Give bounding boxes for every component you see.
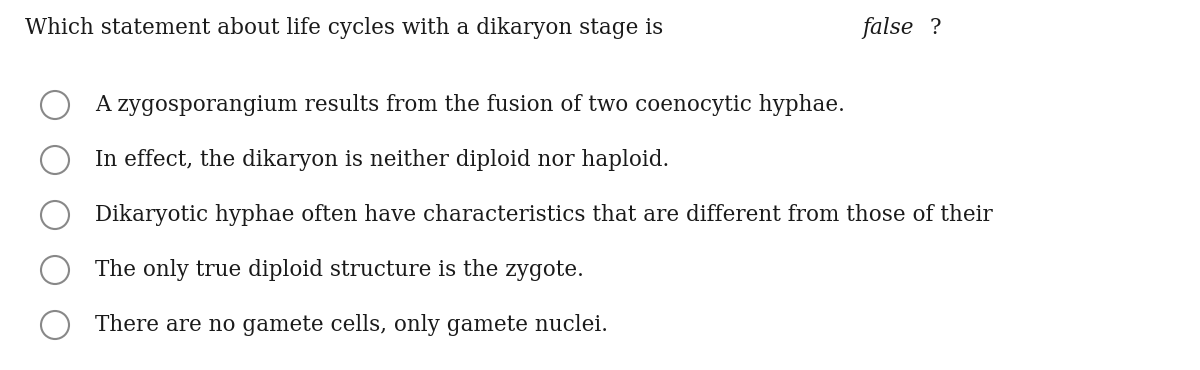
Text: Dikaryotic hyphae often have characteristics that are different from those of th: Dikaryotic hyphae often have characteris… <box>95 204 1000 226</box>
Text: Which statement about life cycles with a dikaryon stage is: Which statement about life cycles with a… <box>25 17 670 39</box>
Ellipse shape <box>41 146 70 174</box>
Text: There are no gamete cells, only gamete nuclei.: There are no gamete cells, only gamete n… <box>95 314 608 336</box>
Ellipse shape <box>41 201 70 229</box>
Text: In effect, the dikaryon is neither diploid nor haploid.: In effect, the dikaryon is neither diplo… <box>95 149 670 171</box>
Text: The only true diploid structure is the zygote.: The only true diploid structure is the z… <box>95 259 584 281</box>
Text: false: false <box>863 17 914 39</box>
Ellipse shape <box>41 311 70 339</box>
Text: A zygosporangium results from the fusion of two coenocytic hyphae.: A zygosporangium results from the fusion… <box>95 94 845 116</box>
Text: ?: ? <box>930 17 941 39</box>
Ellipse shape <box>41 91 70 119</box>
Ellipse shape <box>41 256 70 284</box>
